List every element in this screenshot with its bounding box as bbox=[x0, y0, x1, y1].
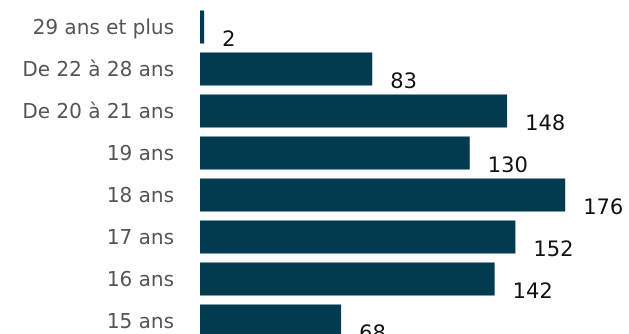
value-labels: 2 83 148 130 176 152 142 68 bbox=[222, 27, 623, 334]
bar bbox=[200, 262, 495, 296]
value-label: 142 bbox=[513, 279, 553, 303]
bar bbox=[200, 136, 470, 170]
value-label: 130 bbox=[488, 153, 528, 177]
category-label: 18 ans bbox=[107, 183, 174, 207]
category-label: 16 ans bbox=[107, 267, 174, 291]
category-labels: 29 ans et plus De 22 à 28 ans De 20 à 21 a… bbox=[22, 15, 174, 333]
bar bbox=[200, 304, 342, 334]
bar bbox=[200, 220, 516, 254]
category-label: 17 ans bbox=[107, 225, 174, 249]
category-label: De 20 à 21 ans bbox=[22, 99, 174, 123]
category-label: 15 ans bbox=[107, 309, 174, 333]
bar bbox=[200, 10, 205, 44]
value-label: 83 bbox=[390, 69, 417, 93]
bars-group bbox=[200, 10, 566, 334]
bar bbox=[200, 178, 566, 212]
value-label: 152 bbox=[533, 237, 573, 261]
value-label: 176 bbox=[583, 195, 623, 219]
category-label: De 22 à 28 ans bbox=[22, 57, 174, 81]
value-label: 68 bbox=[359, 321, 386, 334]
value-label: 148 bbox=[525, 111, 565, 135]
category-label: 19 ans bbox=[107, 141, 174, 165]
category-label: 29 ans et plus bbox=[33, 15, 174, 39]
bar bbox=[200, 94, 508, 128]
bar bbox=[200, 52, 373, 86]
value-label: 2 bbox=[222, 27, 235, 51]
